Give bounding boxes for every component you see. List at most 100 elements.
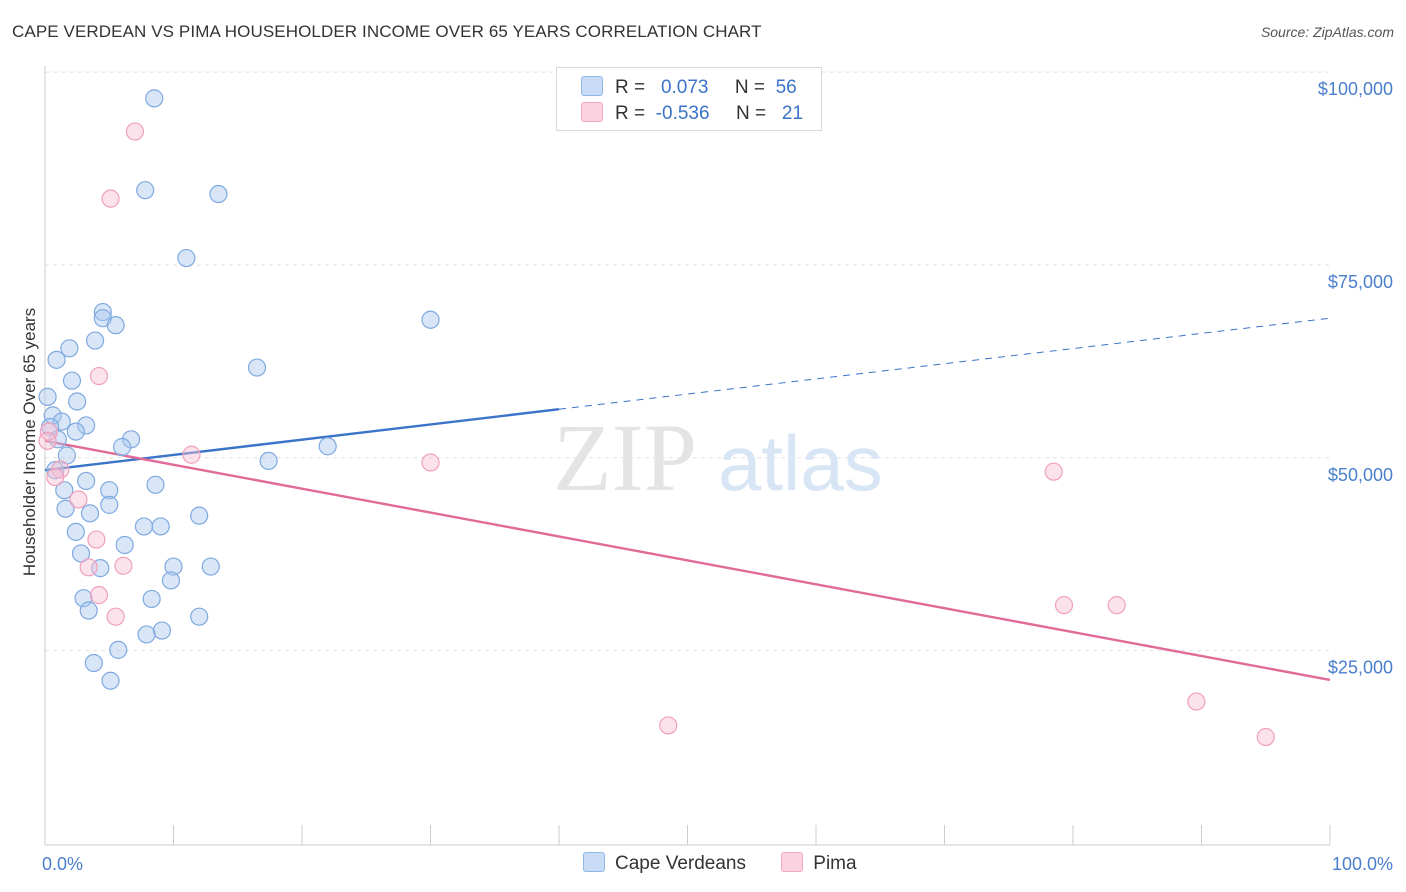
point-cape-verdeans-44	[142, 589, 161, 609]
point-cape-verdeans-28	[100, 481, 119, 500]
y-axis-label: Householder Income Over 65 years	[20, 308, 39, 576]
point-cape-verdeans-18	[66, 422, 85, 441]
point-cape-verdeans-39	[164, 557, 183, 576]
point-cape-verdeans-1	[136, 181, 155, 200]
point-pima-11	[114, 556, 133, 575]
point-cape-verdeans-21	[112, 437, 132, 457]
point-cape-verdeans-52	[421, 310, 440, 329]
point-cape-verdeans-8	[60, 339, 79, 358]
legend-n-label: N =	[735, 103, 767, 124]
point-cape-verdeans-2	[209, 184, 228, 204]
point-cape-verdeans-27	[55, 481, 74, 500]
point-pima-7	[182, 445, 201, 464]
point-pima-2	[89, 366, 109, 386]
legend-swatch-pima	[781, 852, 804, 872]
point-cape-verdeans-6	[106, 316, 125, 335]
point-pima-13	[89, 586, 109, 605]
legend-r-value: 0.073	[660, 77, 709, 98]
y-tick-label-3: $100,000	[1318, 79, 1393, 99]
y-tick-label-0: $25,000	[1328, 658, 1393, 678]
x-tick-labels: 0.0% 100.0%	[42, 854, 1393, 874]
point-cape-verdeans-15	[52, 412, 71, 431]
point-cape-verdeans-16	[77, 416, 96, 435]
legend-row-pima: R = -0.536 N = 21	[581, 102, 803, 128]
point-pima-18	[1256, 727, 1275, 747]
x-tick-label-1: 100.0%	[1332, 854, 1393, 874]
point-cape-verdeans-42	[161, 571, 181, 590]
point-pima-15	[1054, 596, 1074, 615]
point-cape-verdeans-40	[201, 557, 220, 576]
trend-line-cape-verdeans-dashed	[558, 317, 1331, 410]
point-pima-3	[39, 422, 58, 441]
y-tick-label-2: $75,000	[1328, 272, 1393, 292]
point-cape-verdeans-49	[109, 640, 128, 659]
y-tick-labels: $25,000 $50,000 $75,000 $100,000	[1318, 79, 1393, 677]
point-cape-verdeans-13	[68, 392, 87, 411]
point-pima-14	[106, 607, 125, 626]
point-pima-8	[421, 453, 440, 472]
point-pima-19	[659, 716, 678, 735]
gridlines	[45, 71, 1330, 652]
point-cape-verdeans-33	[190, 506, 209, 525]
legend-item-pima: Pima	[781, 852, 857, 875]
correlation-legend: R = 0.073 N = 56 R = -0.536 N = 21	[556, 67, 822, 131]
watermark-zip: ZIP	[553, 404, 697, 511]
point-cape-verdeans-31	[56, 499, 75, 518]
legend-n-value: 56	[775, 77, 797, 98]
legend-r-label: R =	[615, 77, 646, 98]
point-cape-verdeans-46	[190, 607, 209, 626]
point-pima-1	[101, 189, 120, 208]
point-cape-verdeans-35	[151, 517, 170, 536]
legend-label-cape-verdeans: Cape Verdeans	[615, 853, 746, 874]
watermark-atlas: atlas	[718, 419, 883, 507]
point-cape-verdeans-47	[152, 621, 172, 640]
axes	[44, 66, 1331, 846]
legend-swatch-pima	[581, 102, 603, 122]
point-cape-verdeans-10	[247, 358, 267, 377]
point-cape-verdeans-37	[115, 535, 134, 555]
point-pima-20	[1044, 462, 1063, 481]
point-cape-verdeans-48	[137, 625, 156, 644]
x-tick-label-0: 0.0%	[42, 854, 83, 874]
legend-item-cape-verdeans: Cape Verdeans	[583, 852, 746, 875]
source-label: Source: ZipAtlas.com	[1260, 24, 1394, 40]
legend-n-value: 21	[781, 103, 804, 124]
point-cape-verdeans-7	[86, 331, 105, 350]
legend-r-label: R =	[615, 103, 646, 124]
series-legend: Cape Verdeans Pima	[583, 852, 887, 875]
y-tick-label-1: $50,000	[1328, 465, 1393, 485]
point-cape-verdeans-51	[101, 671, 120, 690]
legend-row-cape-verdeans: R = 0.073 N = 56	[581, 76, 797, 102]
legend-swatch-cape-verdeans	[581, 76, 603, 96]
point-cape-verdeans-32	[80, 504, 100, 523]
point-pima-6	[46, 467, 65, 487]
point-cape-verdeans-11	[62, 371, 82, 390]
point-pima-16	[1107, 596, 1126, 615]
point-cape-verdeans-29	[46, 461, 65, 480]
watermark: ZIP atlas	[553, 404, 883, 511]
trend-lines	[44, 317, 1331, 682]
point-pima-10	[87, 530, 106, 549]
legend-r-value: -0.536	[655, 103, 710, 124]
point-cape-verdeans-23	[259, 451, 278, 470]
point-cape-verdeans-4	[93, 302, 112, 322]
point-pima-17	[1187, 692, 1206, 711]
legend-swatch-cape-verdeans	[583, 852, 605, 872]
point-cape-verdeans-34	[134, 517, 154, 536]
point-cape-verdeans-24	[318, 437, 337, 456]
data-points	[38, 89, 1275, 747]
point-pima-12	[79, 558, 98, 577]
point-cape-verdeans-9	[47, 350, 66, 369]
chart-title: CAPE VERDEAN VS PIMA HOUSEHOLDER INCOME …	[12, 22, 762, 41]
point-pima-9	[69, 490, 88, 509]
point-pima-4	[38, 431, 57, 450]
point-cape-verdeans-26	[146, 475, 165, 494]
point-pima-0	[125, 122, 145, 141]
legend-label-pima: Pima	[813, 853, 857, 874]
trend-line-cape-verdeans-solid	[44, 408, 560, 472]
point-cape-verdeans-12	[38, 387, 57, 406]
trend-line-pima	[44, 439, 1331, 682]
point-cape-verdeans-38	[71, 544, 91, 563]
point-cape-verdeans-50	[84, 653, 103, 673]
